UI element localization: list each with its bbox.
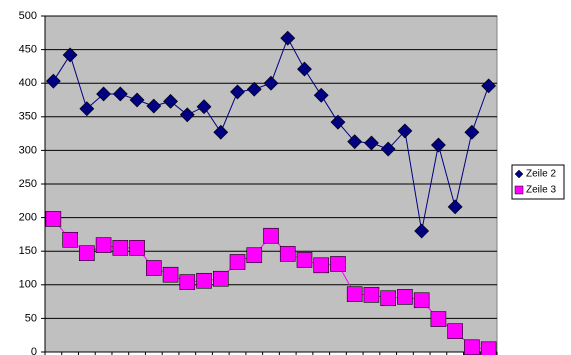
- marker: [196, 272, 212, 289]
- marker: [430, 137, 446, 153]
- marker: [363, 287, 380, 303]
- marker: [297, 61, 312, 77]
- marker: [447, 199, 463, 215]
- marker: [397, 123, 413, 139]
- marker: [95, 237, 112, 253]
- marker: [280, 30, 296, 46]
- marker: [45, 73, 61, 89]
- marker: [481, 78, 497, 94]
- marker: [45, 211, 62, 227]
- marker: [146, 98, 162, 114]
- y-tick-label: 300: [19, 144, 37, 156]
- marker: [112, 240, 129, 256]
- marker: [230, 84, 245, 100]
- marker: [146, 260, 162, 276]
- marker: [213, 124, 229, 140]
- marker: [163, 93, 178, 109]
- y-tick-label: 250: [19, 178, 37, 190]
- marker: [62, 47, 78, 63]
- marker: [313, 87, 329, 103]
- marker: [330, 114, 346, 130]
- legend-marker: [514, 185, 524, 195]
- marker: [263, 75, 279, 91]
- marker: [246, 81, 262, 97]
- marker: [464, 124, 480, 140]
- marker: [196, 99, 212, 115]
- y-tick-label: 500: [19, 10, 37, 22]
- marker: [279, 246, 296, 262]
- marker: [380, 290, 396, 307]
- y-tick-label: 50: [25, 312, 37, 324]
- marker: [346, 286, 363, 303]
- y-tick-label: 400: [19, 77, 37, 89]
- marker: [330, 256, 346, 272]
- marker: [162, 266, 179, 283]
- marker: [447, 323, 463, 339]
- y-tick-label: 0: [31, 346, 37, 355]
- marker: [129, 240, 145, 256]
- marker: [413, 292, 430, 309]
- y-tick-label: 350: [19, 111, 37, 123]
- y-tick-label: 200: [19, 212, 37, 224]
- marker: [179, 107, 195, 123]
- marker: [246, 247, 263, 264]
- marker: [414, 223, 430, 239]
- marker: [347, 134, 363, 150]
- marker: [380, 141, 396, 157]
- y-tick-label: 450: [19, 44, 37, 56]
- legend-marker: [514, 169, 524, 179]
- marker: [430, 311, 447, 327]
- marker: [313, 257, 330, 274]
- marker: [229, 254, 246, 270]
- marker: [62, 231, 78, 248]
- marker: [480, 341, 497, 355]
- legend-label: Zeile 2: [526, 169, 556, 180]
- y-tick-label: 100: [19, 279, 37, 291]
- marker: [79, 245, 95, 262]
- marker: [263, 227, 279, 244]
- marker: [96, 86, 112, 102]
- marker: [179, 274, 196, 290]
- marker: [212, 270, 229, 287]
- marker: [397, 289, 413, 305]
- marker: [464, 339, 480, 355]
- marker: [79, 101, 95, 117]
- y-tick-label: 150: [19, 245, 37, 257]
- marker: [129, 92, 145, 108]
- marker: [112, 86, 128, 102]
- marker: [364, 135, 379, 151]
- marker: [296, 252, 313, 268]
- legend-label: Zeile 3: [526, 185, 556, 196]
